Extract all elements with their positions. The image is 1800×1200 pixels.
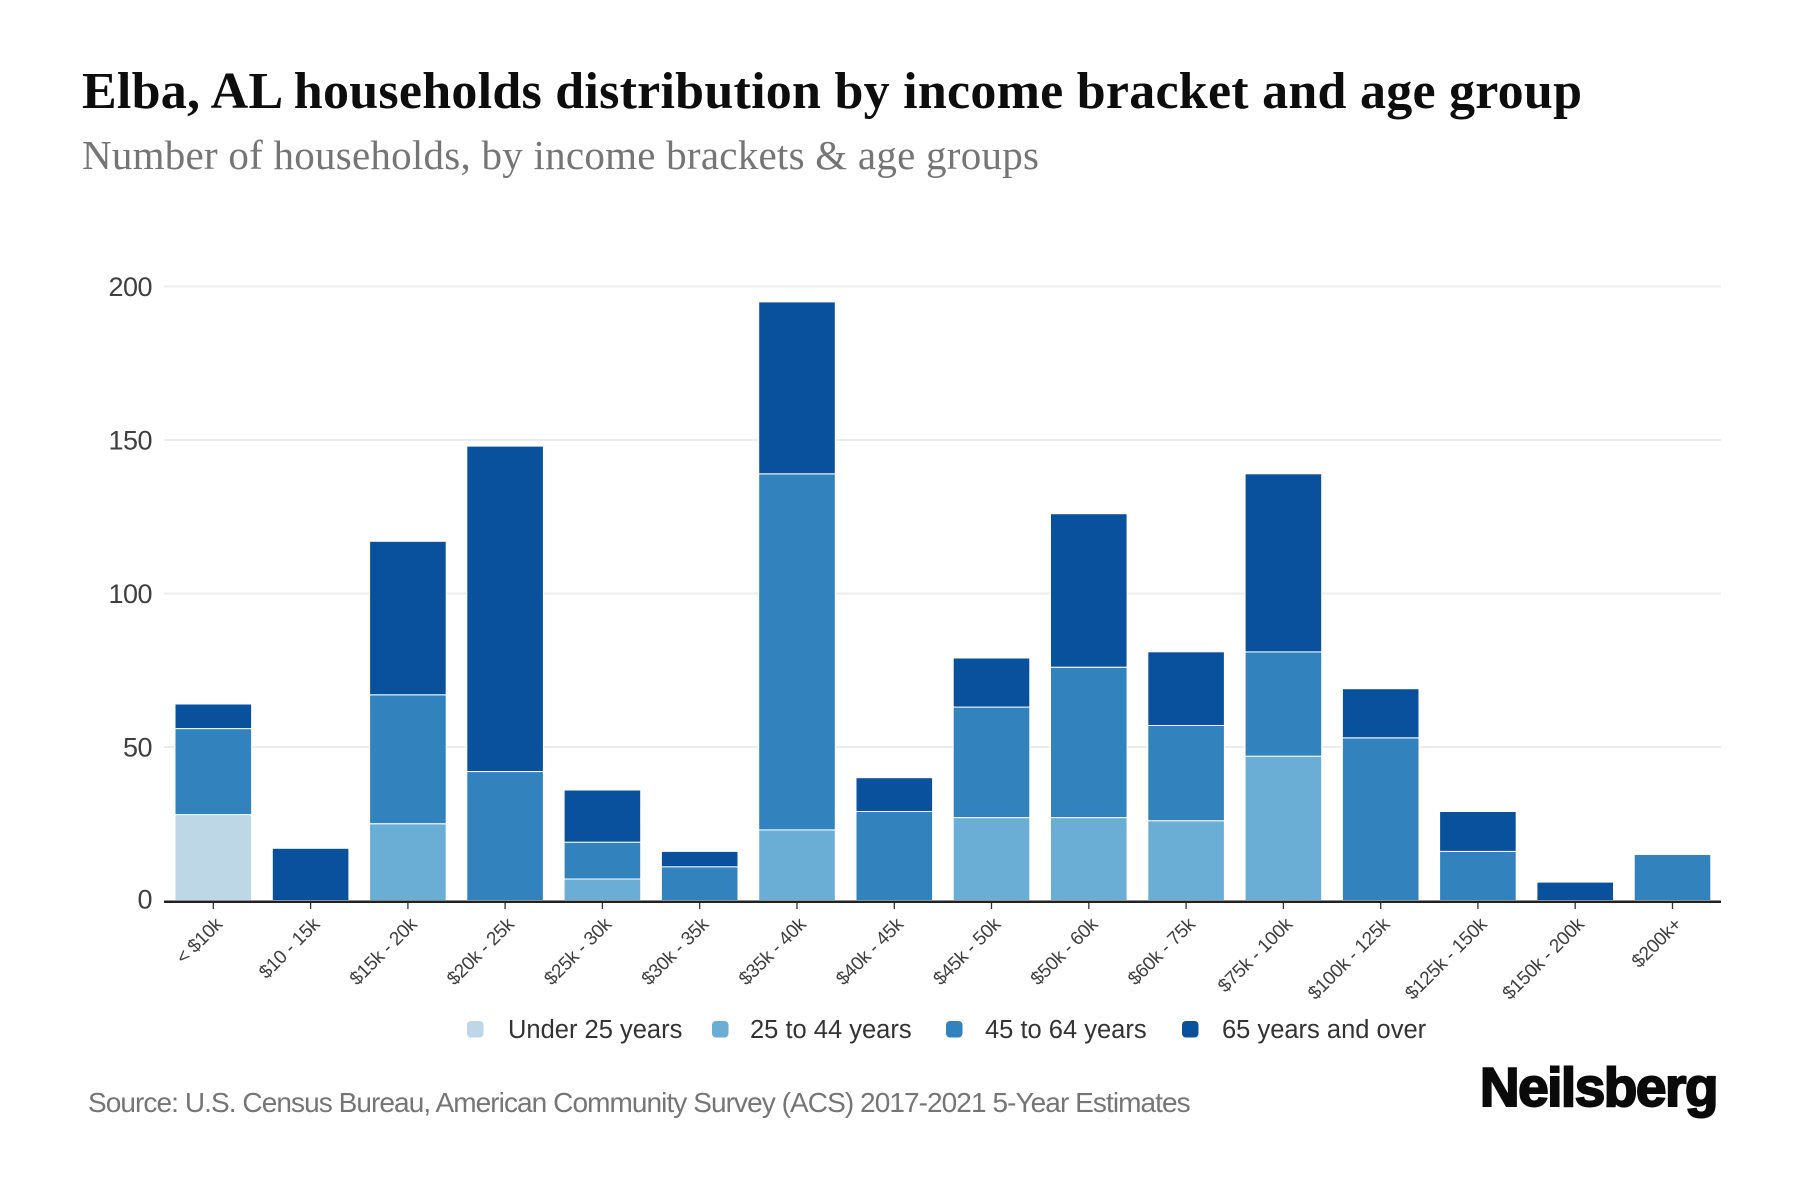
- svg-text:Under 25 years: Under 25 years: [508, 1016, 682, 1044]
- svg-text:Neilsberg: Neilsberg: [1480, 1056, 1717, 1118]
- svg-text:Source: U.S. Census Bureau, Am: Source: U.S. Census Bureau, American Com…: [88, 1087, 1190, 1118]
- svg-text:Elba, AL households distributi: Elba, AL households distribution by inco…: [82, 63, 1582, 120]
- svg-text:150: 150: [108, 426, 152, 456]
- svg-text:65 years and over: 65 years and over: [1222, 1016, 1427, 1044]
- svg-text:50: 50: [123, 733, 152, 763]
- svg-text:100: 100: [108, 579, 152, 609]
- svg-text:0: 0: [137, 885, 152, 915]
- svg-text:45 to 64 years: 45 to 64 years: [985, 1016, 1147, 1044]
- svg-text:Number of households, by incom: Number of households, by income brackets…: [82, 132, 1039, 178]
- svg-text:200: 200: [108, 272, 152, 302]
- svg-text:25 to 44 years: 25 to 44 years: [750, 1016, 912, 1044]
